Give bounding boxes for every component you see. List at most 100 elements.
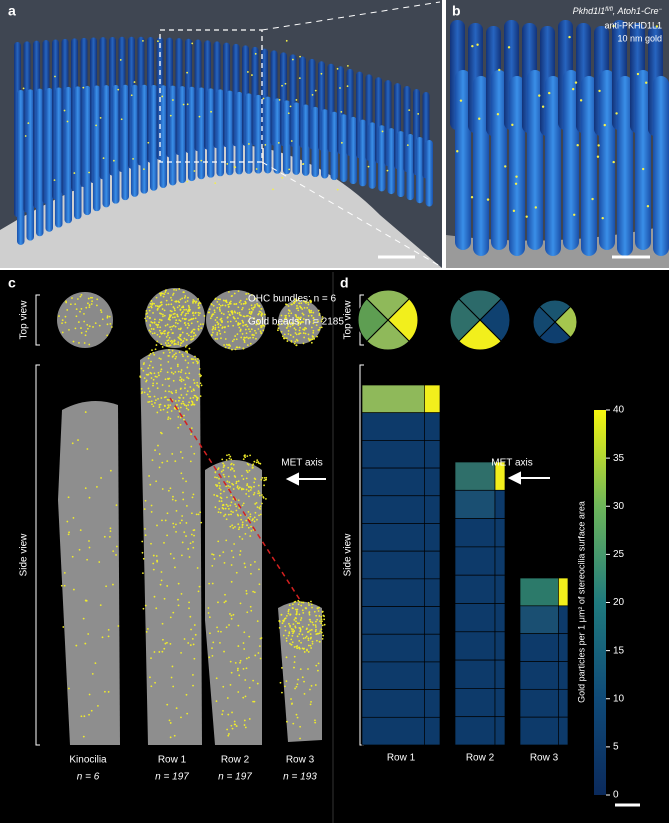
gold-bead	[143, 508, 146, 510]
gold-bead	[170, 676, 173, 679]
gold-bead	[295, 344, 298, 347]
gold-bead	[160, 343, 163, 346]
gold-bead	[169, 487, 172, 490]
gold-bead	[242, 302, 245, 305]
gold-bead	[247, 320, 250, 323]
cre-sup: −	[658, 7, 662, 13]
gold-bead	[243, 648, 246, 650]
gold-bead	[251, 294, 253, 296]
gold-bead	[83, 715, 86, 718]
gold-bead	[252, 700, 255, 703]
gold-bead	[302, 611, 305, 614]
gold-bead	[292, 301, 295, 304]
gold-bead	[80, 715, 83, 718]
gold-bead	[160, 368, 163, 371]
gold-bead	[232, 316, 235, 318]
gold-bead	[231, 711, 233, 714]
gold-bead	[317, 320, 319, 323]
gold-bead	[249, 564, 252, 566]
column-n: n = 6	[77, 772, 100, 783]
gold-bead	[234, 526, 236, 528]
gold-bead	[224, 600, 227, 603]
gold-bead	[182, 379, 185, 382]
gold-bead	[74, 303, 77, 306]
gold-bead	[298, 646, 301, 649]
gold-bead	[173, 339, 176, 342]
gold-bead	[233, 720, 236, 723]
gold-bead	[612, 24, 615, 28]
gold-bead	[233, 303, 236, 305]
stereocilium	[64, 86, 72, 224]
gold-bead	[236, 312, 239, 315]
gold-bead	[221, 713, 224, 716]
gold-bead	[254, 304, 256, 306]
gold-bead	[252, 306, 255, 309]
gold-bead	[229, 613, 231, 615]
segment	[454, 546, 496, 576]
gold-bead	[197, 397, 199, 399]
gold-bead	[210, 333, 213, 336]
gold-bead	[318, 328, 321, 331]
gold-bead	[170, 371, 173, 374]
gold-bead	[287, 309, 290, 311]
segment	[361, 661, 425, 690]
gold-bead	[321, 624, 324, 627]
gold-bead	[164, 329, 166, 332]
gold-bead	[161, 292, 164, 295]
gold-bead	[293, 327, 296, 330]
gold-bead	[169, 642, 172, 645]
gold-bead	[228, 624, 230, 626]
gold-bead	[79, 310, 81, 313]
gold-bead	[165, 303, 168, 306]
colorbar-tick-label: 30	[613, 501, 625, 512]
gold-bead	[294, 626, 297, 629]
gold-bead	[192, 546, 195, 549]
gold-bead	[258, 462, 260, 465]
gold-bead	[262, 497, 265, 499]
gold-bead	[298, 600, 301, 603]
gold-bead	[255, 323, 258, 326]
gold-bead	[163, 293, 166, 295]
gold-bead	[84, 411, 87, 413]
gold-bead	[237, 514, 240, 517]
gold-bead	[258, 583, 261, 586]
gold-bead	[235, 571, 238, 574]
gold-bead	[285, 337, 288, 340]
gold-bead	[243, 631, 246, 634]
gold-bead	[107, 635, 110, 638]
quadrant	[387, 298, 419, 342]
gold-bead	[336, 188, 339, 191]
gold-bead	[182, 477, 184, 480]
gold-bead	[98, 561, 101, 563]
gold-bead	[144, 317, 147, 320]
gold-bead	[245, 477, 248, 480]
gold-bead	[85, 599, 87, 602]
gold-bead	[232, 324, 235, 327]
gold-bead	[91, 672, 94, 675]
gold-bead	[163, 541, 165, 544]
gold-bead	[217, 540, 220, 543]
gold-bead	[319, 326, 321, 329]
gold-bead	[252, 317, 255, 320]
gold-bead	[223, 650, 225, 653]
gold-bead	[87, 327, 89, 330]
gold-bead	[200, 521, 203, 524]
gold-bead	[307, 333, 310, 336]
gold-bead	[238, 526, 241, 529]
gold-bead	[109, 527, 112, 530]
stereocilium	[121, 84, 129, 201]
gold-bead	[188, 310, 191, 312]
gold-bead	[115, 545, 118, 548]
segment	[454, 518, 496, 548]
gold-bead	[217, 326, 220, 329]
gold-bead	[179, 406, 182, 409]
gold-bead	[159, 304, 162, 307]
gold-bead	[230, 617, 233, 620]
segment	[454, 603, 496, 633]
gold-bead	[293, 342, 296, 345]
gold-bead	[216, 333, 219, 336]
gold-bead	[234, 348, 237, 351]
gold-bead	[22, 87, 25, 90]
gold-bead	[149, 352, 152, 355]
segment	[494, 716, 506, 746]
